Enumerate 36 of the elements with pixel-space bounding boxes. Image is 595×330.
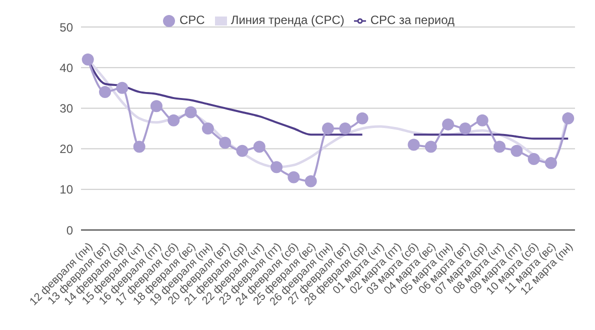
y-tick-label: 10 <box>60 182 74 197</box>
point <box>459 122 472 134</box>
point <box>236 144 248 157</box>
legend-label: Линия тренда (CPC) <box>230 13 344 27</box>
point <box>184 106 197 118</box>
point <box>288 171 300 184</box>
point <box>168 114 180 126</box>
y-tick-label: 20 <box>60 142 74 156</box>
point <box>339 122 352 134</box>
point <box>202 122 214 134</box>
point <box>476 114 488 126</box>
point <box>219 136 232 149</box>
point <box>270 161 283 174</box>
point <box>253 140 266 153</box>
point <box>408 138 420 151</box>
point <box>116 82 128 94</box>
y-tick-label: 0 <box>66 223 74 238</box>
point <box>510 144 523 157</box>
point <box>424 140 437 153</box>
point <box>356 112 368 124</box>
point <box>304 175 317 188</box>
legend-label: CPC <box>179 13 205 27</box>
y-tick-label: 30 <box>60 101 74 116</box>
y-tick-label: 40 <box>60 60 74 75</box>
point <box>544 157 557 170</box>
point <box>150 100 162 112</box>
point <box>528 152 540 165</box>
point <box>442 118 454 130</box>
point <box>562 112 574 124</box>
point <box>322 122 334 134</box>
point <box>99 86 112 98</box>
point <box>82 53 94 66</box>
point <box>133 140 146 153</box>
point <box>494 140 506 153</box>
y-tick-label: 50 <box>60 20 74 34</box>
legend-label: CPC за период <box>370 13 455 27</box>
